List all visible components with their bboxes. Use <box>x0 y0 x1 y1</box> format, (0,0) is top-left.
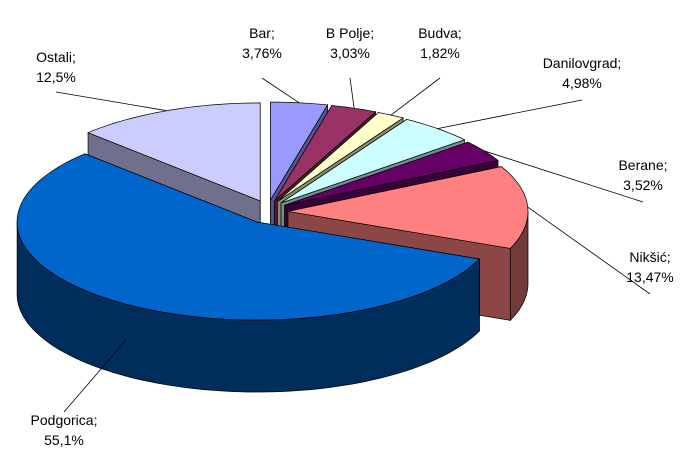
slice <box>287 166 529 249</box>
value-label: 1,82% <box>420 45 460 61</box>
leader-line <box>527 206 651 295</box>
leader-line <box>484 150 644 203</box>
leader-line <box>437 99 583 129</box>
value-label: 13,47% <box>626 269 673 285</box>
slice <box>274 105 377 201</box>
leader-line <box>63 339 127 413</box>
value-label: 3,52% <box>623 177 663 193</box>
category-label: B Polje; <box>326 25 374 41</box>
category-label: Budva; <box>418 25 462 41</box>
value-label: 55,1% <box>44 432 84 448</box>
category-label: Podgorica; <box>31 412 98 428</box>
value-label: 12,5% <box>36 69 76 85</box>
leader-line <box>261 77 300 104</box>
category-label: Danilovgrad; <box>543 55 622 71</box>
value-label: 3,03% <box>330 45 370 61</box>
slice <box>277 112 404 202</box>
leader-line <box>55 91 167 112</box>
slice <box>16 153 481 321</box>
category-label: Ostali; <box>36 49 76 65</box>
value-label: 3,76% <box>242 45 282 61</box>
value-label: 4,98% <box>562 75 602 91</box>
category-label: Bar; <box>249 25 275 41</box>
category-label: Nikšić; <box>629 249 670 265</box>
category-label: Berane; <box>618 157 667 173</box>
leader-line <box>349 77 355 109</box>
leader-line <box>390 77 441 116</box>
